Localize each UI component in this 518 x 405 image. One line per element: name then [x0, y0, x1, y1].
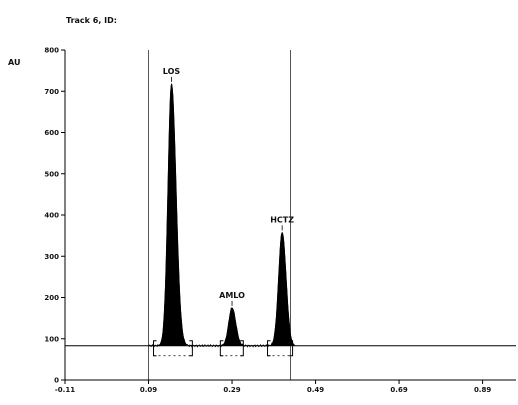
- y-axis-unit: AU: [8, 58, 20, 67]
- x-tick-label: -0.11: [55, 386, 75, 394]
- integration-bracket-right: [289, 340, 294, 357]
- x-tick-label: 0.49: [307, 386, 324, 394]
- x-tick-label: 0.09: [140, 386, 157, 394]
- y-tick-label: 100: [44, 335, 59, 343]
- y-tick-label: 400: [44, 212, 59, 220]
- y-tick-label: 200: [44, 294, 59, 302]
- x-tick-label: 0.29: [223, 386, 240, 394]
- y-tick-label: 800: [44, 47, 59, 55]
- plot-area: LOS AMLO HCTZ: [65, 50, 516, 380]
- y-tick-label: 300: [44, 253, 59, 261]
- signal-trace: [148, 84, 291, 348]
- y-tick-label: 700: [44, 88, 59, 96]
- peak-label: LOS: [163, 67, 181, 76]
- peak-label: HCTZ: [270, 215, 294, 224]
- integration-bracket-right: [189, 340, 193, 357]
- chart-title: Track 6, ID:: [66, 16, 117, 25]
- x-tick-label: 0.89: [474, 386, 491, 394]
- peak-fill: [156, 82, 187, 347]
- x-tick-label: 0.69: [390, 386, 407, 394]
- peak-label: AMLO: [219, 291, 245, 300]
- peak-fill: [219, 307, 245, 347]
- integration-bracket-left: [219, 340, 224, 357]
- integration-bracket-left: [267, 340, 271, 357]
- axes: 0 100 200 300 400 500 600 700 800 -0.11 0.09 0.29 0.…: [44, 47, 516, 394]
- integration-bracket-left: [153, 340, 157, 357]
- y-tick-label: 600: [44, 129, 59, 137]
- y-tick-label: 0: [54, 377, 59, 385]
- peak-fill: [269, 231, 296, 347]
- y-tick-label: 500: [44, 170, 59, 178]
